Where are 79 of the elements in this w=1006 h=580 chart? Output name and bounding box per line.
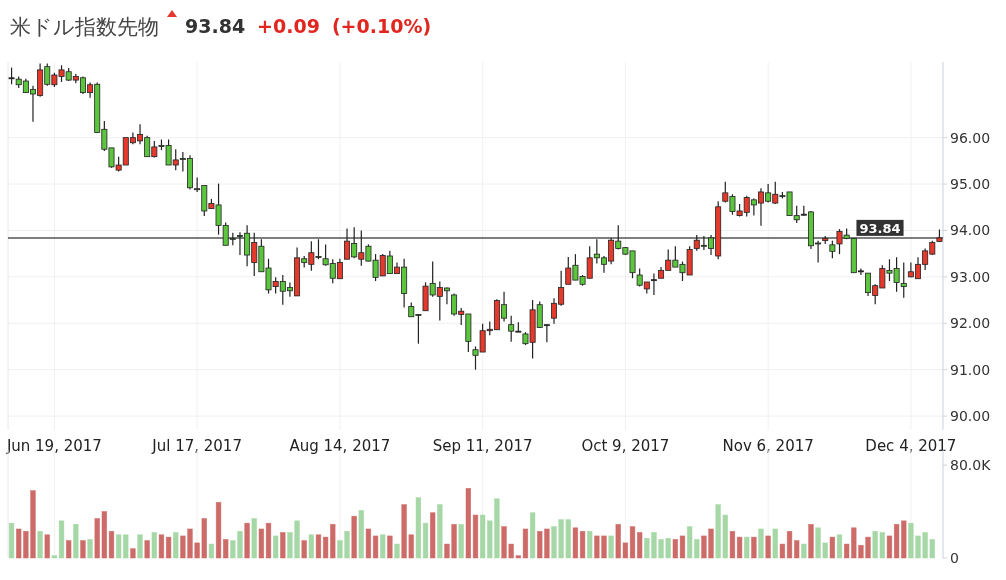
bar	[208, 543, 215, 559]
bar	[736, 536, 743, 559]
bar	[315, 534, 322, 559]
bar	[579, 530, 586, 559]
bar	[130, 548, 136, 559]
bar	[608, 535, 614, 559]
y-tick-label: 95.00	[950, 176, 991, 193]
bar	[173, 532, 179, 559]
text: +0.09	[257, 15, 320, 37]
y-tick-label: 91.00	[950, 361, 991, 378]
bar	[273, 535, 279, 559]
bar	[265, 522, 272, 559]
y-tick-label: 94.00	[950, 222, 991, 239]
bar	[151, 532, 157, 559]
bar	[765, 535, 771, 559]
y-tick-label: 80.0K	[950, 457, 992, 474]
bar	[37, 530, 43, 559]
y-tick-label: 96.00	[950, 129, 991, 146]
bar	[430, 512, 436, 559]
y-tick-label: 0	[950, 550, 959, 566]
bar	[758, 528, 764, 559]
x-tick-label: Sep 11, 2017	[432, 437, 533, 455]
bar	[729, 530, 736, 559]
bar	[372, 535, 379, 559]
y-tick-label: 90.00	[950, 408, 991, 425]
bar	[437, 504, 443, 559]
bar	[351, 515, 357, 559]
bar	[87, 539, 93, 559]
bar	[836, 534, 843, 559]
x-tick-label: Dec 4, 2017	[865, 437, 957, 455]
x-tick-label: Aug 14, 2017	[289, 437, 391, 455]
text: 93.84	[185, 15, 246, 37]
bar	[301, 540, 307, 559]
bar	[744, 536, 750, 559]
bar	[308, 534, 314, 559]
bar	[144, 540, 150, 559]
bar	[772, 528, 778, 559]
bar	[808, 524, 814, 559]
x-tick-label: Jun 19, 2017	[5, 437, 102, 455]
bar	[137, 534, 143, 559]
bar	[458, 524, 464, 559]
bar	[80, 540, 86, 559]
bar	[58, 520, 65, 559]
bar	[280, 532, 286, 559]
bar	[572, 527, 579, 559]
ref-line-label: 93.84	[859, 220, 901, 236]
bar	[73, 524, 79, 559]
candlestick	[900, 261, 907, 299]
bar	[829, 536, 836, 559]
bar	[51, 555, 58, 559]
bar	[251, 518, 257, 559]
bar	[358, 510, 364, 559]
y-tick-label: 92.00	[950, 315, 991, 332]
bar	[8, 522, 15, 559]
x-tick-label: Jul 17, 2017	[151, 437, 242, 455]
bar	[158, 534, 165, 559]
bar	[244, 522, 250, 559]
bar	[587, 530, 593, 559]
bar	[751, 536, 757, 559]
bar	[801, 543, 807, 559]
bar	[380, 534, 386, 559]
bar	[387, 535, 393, 559]
candlestick	[650, 273, 657, 296]
bar	[44, 534, 50, 559]
bar	[779, 543, 786, 559]
bar	[365, 528, 372, 559]
bar	[529, 512, 536, 559]
bar	[422, 522, 429, 559]
bar	[258, 528, 265, 559]
text: (+0.10%)	[331, 15, 432, 37]
bar	[165, 536, 172, 559]
bar	[886, 535, 893, 559]
x-tick-label: Oct 9, 2017	[581, 437, 670, 455]
bar	[415, 497, 422, 559]
bar	[66, 540, 72, 559]
chart-title: 米ドル指数先物	[10, 15, 159, 39]
x-tick-label: Nov 6, 2017	[722, 437, 814, 455]
bar	[394, 543, 400, 559]
y-tick-label: 93.00	[950, 268, 991, 285]
